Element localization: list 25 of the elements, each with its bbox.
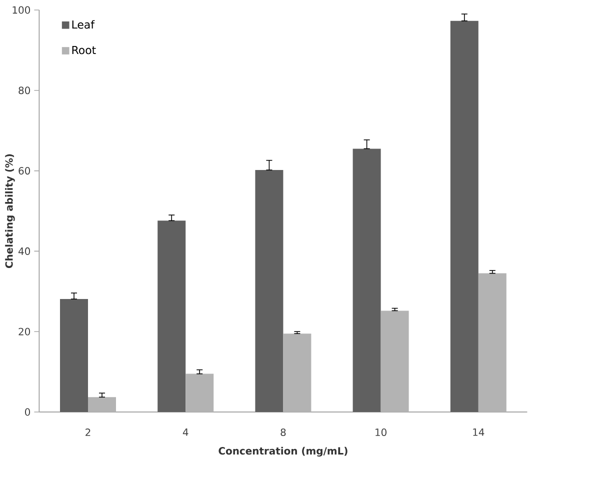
bar [478, 273, 506, 412]
bar [352, 148, 381, 412]
bar [158, 220, 186, 412]
legend-label: Leaf [72, 20, 95, 29]
bar [186, 374, 214, 412]
bar [283, 334, 312, 412]
bar [450, 20, 478, 412]
bar [88, 397, 116, 412]
bar [60, 299, 88, 412]
y-axis-title: Chelating ability (%) [5, 154, 15, 268]
bar [255, 170, 284, 412]
y-tick-label: 0 [25, 408, 30, 416]
x-tick-label: 8 [280, 428, 286, 436]
x-tick-label: 4 [182, 428, 188, 436]
bar [380, 310, 409, 412]
y-tick-label: 60 [18, 167, 30, 175]
y-tick-label: 100 [12, 6, 30, 14]
y-tick-label: 40 [18, 247, 30, 255]
x-axis-title: Concentration (mg/mL) [218, 446, 348, 457]
x-tick-label: 2 [86, 428, 90, 436]
x-tick-label: 14 [473, 428, 484, 436]
x-tick-label: 10 [376, 428, 386, 436]
y-tick-label: 20 [18, 328, 30, 336]
legend-label: Root [72, 46, 96, 54]
y-tick-label: 80 [18, 86, 30, 94]
